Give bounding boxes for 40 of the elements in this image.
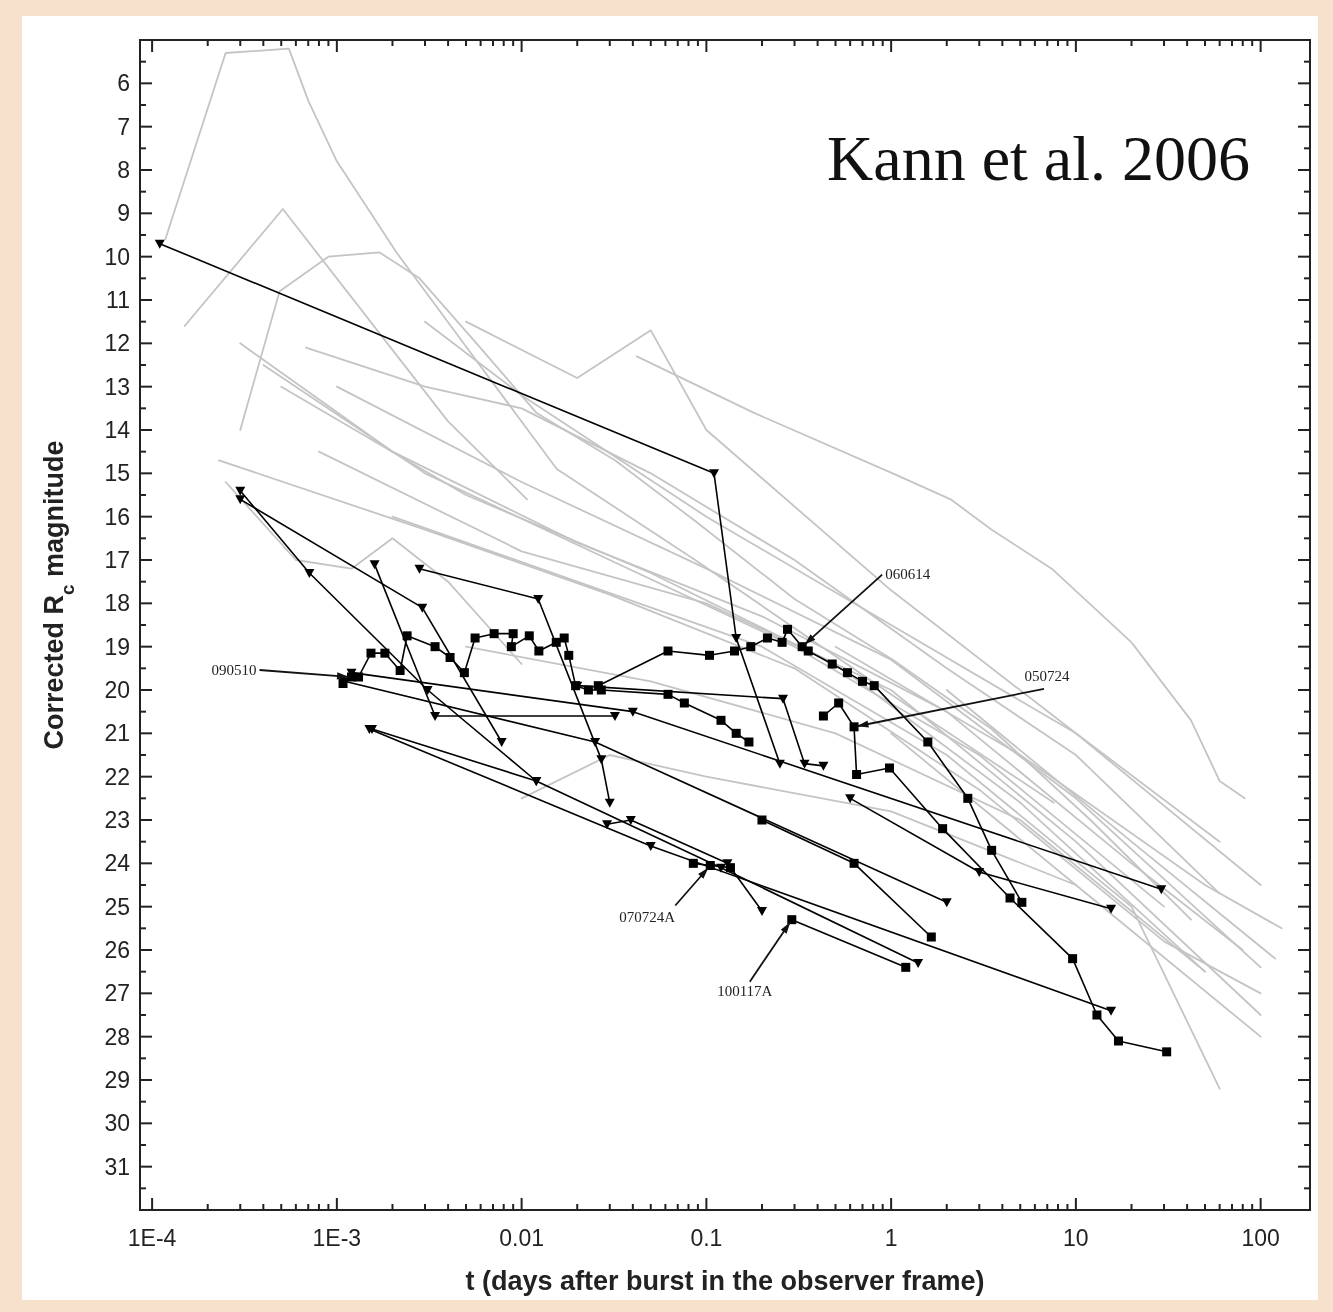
y-tick-label: 31 [104, 1153, 130, 1180]
x-tick-label: 0.01 [499, 1225, 544, 1251]
x-tick-label: 100 [1241, 1225, 1280, 1251]
y-tick-label: 22 [104, 763, 130, 790]
y-tick-label: 14 [104, 417, 131, 443]
x-axis-title: t (days after burst in the observer frame) [465, 1266, 985, 1296]
y-tick-label: 24 [104, 850, 131, 877]
y-tick-label: 12 [104, 330, 130, 357]
annotation: 050724 [1024, 667, 1071, 684]
y-tick-label: 23 [104, 807, 130, 833]
y-tick-label: 26 [104, 937, 130, 963]
y-tick-label: 15 [104, 460, 130, 487]
y-tick-label: 16 [104, 503, 130, 530]
y-tick-label: 28 [104, 1023, 130, 1050]
y-tick-label: 25 [104, 893, 130, 920]
y-tick-label: 11 [106, 287, 130, 313]
y-tick-label: 6 [117, 70, 130, 97]
x-tick-label: 10 [1063, 1225, 1089, 1251]
y-tick-label: 13 [104, 373, 130, 400]
annotation: 070724A [619, 908, 676, 925]
y-tick-label: 21 [104, 720, 130, 747]
y-tick-label: 8 [117, 157, 130, 183]
y-tick-label: 9 [117, 200, 130, 227]
y-tick-label: 20 [104, 677, 130, 703]
y-tick-label: 30 [104, 1110, 130, 1137]
x-tick-label: 1 [884, 1225, 898, 1251]
y-tick-label: 17 [104, 547, 130, 573]
y-tick-label: 10 [104, 243, 130, 270]
annotation: 060614 [885, 565, 931, 582]
annotation: Kann et al. 2006 [827, 123, 1250, 194]
x-tick-label: 1E-4 [127, 1225, 177, 1251]
annotation: 100117A [717, 982, 773, 999]
x-tick-label: 0.1 [690, 1225, 723, 1251]
annotation: 090510 [211, 662, 257, 678]
y-tick-label: 27 [104, 980, 130, 1007]
y-tick-label: 7 [117, 113, 130, 140]
x-tick-label: 1E-3 [312, 1225, 362, 1251]
y-tick-label: 18 [104, 590, 130, 617]
y-tick-label: 19 [104, 633, 130, 660]
y-tick-label: 29 [104, 1067, 130, 1093]
